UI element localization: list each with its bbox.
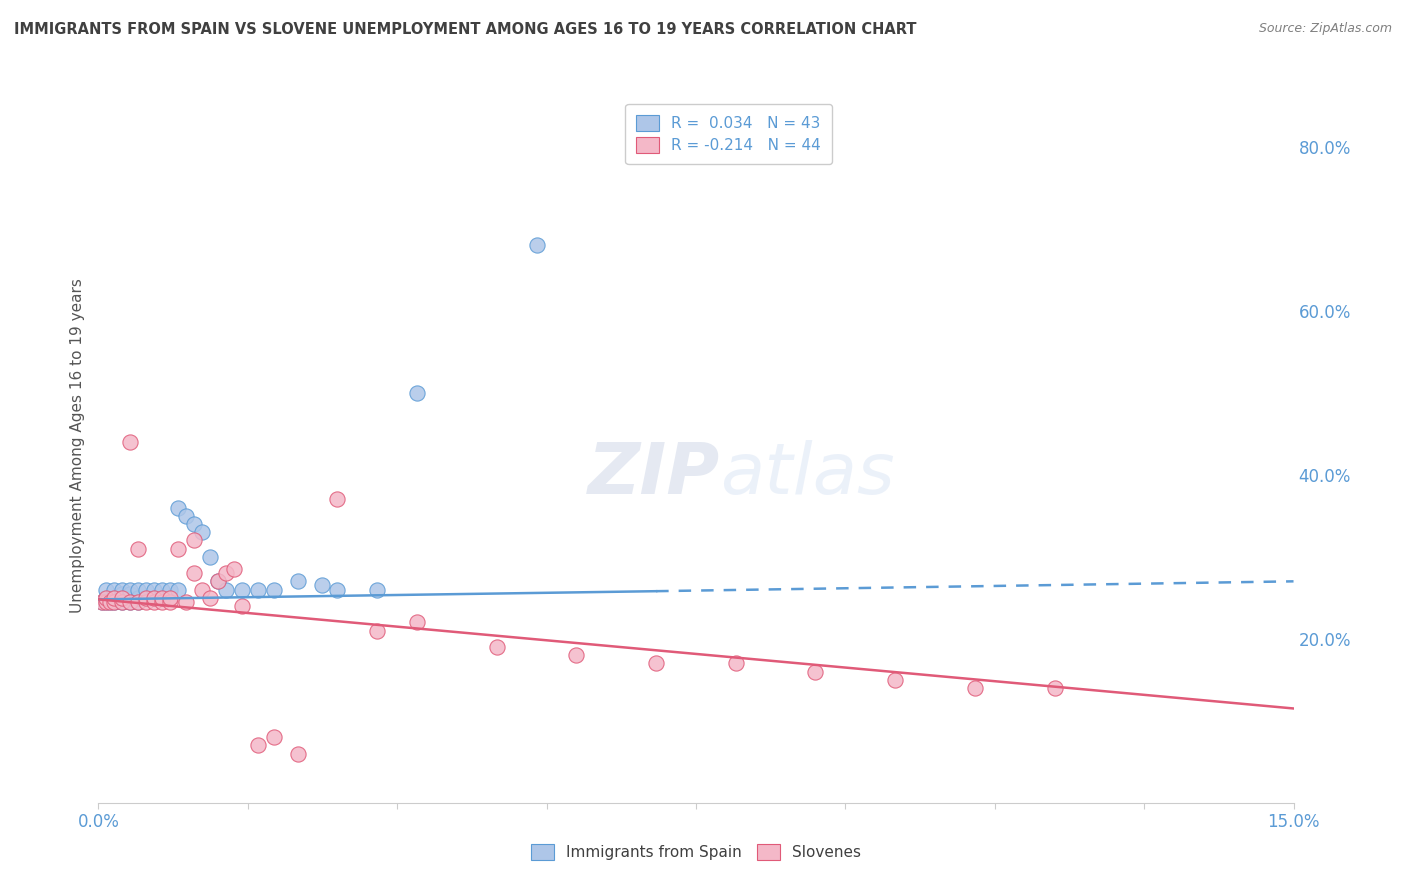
Point <box>120 587 142 601</box>
Point <box>135 582 157 597</box>
Point <box>215 582 238 597</box>
Point <box>127 595 149 609</box>
Point <box>198 549 221 564</box>
Point <box>143 582 166 597</box>
Point <box>159 595 181 609</box>
Point <box>135 595 157 609</box>
Point <box>183 516 205 531</box>
Point <box>143 591 166 605</box>
Point <box>222 562 245 576</box>
Point <box>191 525 214 540</box>
Point <box>645 657 668 671</box>
Point <box>100 595 122 609</box>
Point <box>150 595 173 609</box>
Point <box>724 657 747 671</box>
Point <box>96 591 118 605</box>
Point <box>111 591 134 605</box>
Point <box>406 385 429 400</box>
Text: ZIP: ZIP <box>588 440 720 509</box>
Point <box>103 595 125 609</box>
Point <box>143 591 166 605</box>
Point <box>406 615 429 630</box>
Point <box>150 591 173 605</box>
Point <box>263 730 285 744</box>
Point <box>111 591 134 605</box>
Point <box>159 591 181 605</box>
Point <box>159 582 181 597</box>
Point <box>120 434 142 449</box>
Point <box>103 582 125 597</box>
Point <box>91 595 114 609</box>
Point <box>135 591 157 605</box>
Point <box>1043 681 1066 695</box>
Point <box>127 541 149 556</box>
Point <box>191 582 214 597</box>
Point <box>135 591 157 605</box>
Point <box>103 591 125 605</box>
Point <box>111 587 134 601</box>
Point <box>111 595 134 609</box>
Point <box>120 582 142 597</box>
Point <box>326 582 349 597</box>
Point <box>198 591 221 605</box>
Point <box>207 574 229 589</box>
Point <box>111 595 134 609</box>
Point <box>167 541 190 556</box>
Point <box>167 500 190 515</box>
Point <box>884 673 907 687</box>
Point <box>150 582 173 597</box>
Point <box>311 578 333 592</box>
Point <box>246 739 269 753</box>
Point <box>485 640 508 654</box>
Point <box>263 582 285 597</box>
Point <box>96 595 118 609</box>
Point <box>231 599 253 613</box>
Point <box>183 533 205 548</box>
Text: atlas: atlas <box>720 440 894 509</box>
Point <box>103 591 125 605</box>
Point <box>96 582 118 597</box>
Point <box>565 648 588 662</box>
Point <box>287 747 309 761</box>
Point <box>231 582 253 597</box>
Point <box>96 595 118 609</box>
Point <box>167 582 190 597</box>
Point <box>120 595 142 609</box>
Point <box>207 574 229 589</box>
Point <box>215 566 238 581</box>
Point <box>150 591 173 605</box>
Point <box>366 624 388 638</box>
Point <box>143 595 166 609</box>
Point <box>111 582 134 597</box>
Y-axis label: Unemployment Among Ages 16 to 19 years: Unemployment Among Ages 16 to 19 years <box>69 278 84 614</box>
Text: IMMIGRANTS FROM SPAIN VS SLOVENE UNEMPLOYMENT AMONG AGES 16 TO 19 YEARS CORRELAT: IMMIGRANTS FROM SPAIN VS SLOVENE UNEMPLO… <box>14 22 917 37</box>
Point <box>120 591 142 605</box>
Point <box>103 595 125 609</box>
Point <box>326 492 349 507</box>
Point <box>246 582 269 597</box>
Point <box>963 681 986 695</box>
Text: Source: ZipAtlas.com: Source: ZipAtlas.com <box>1258 22 1392 36</box>
Point <box>127 595 149 609</box>
Point <box>287 574 309 589</box>
Point <box>174 508 197 523</box>
Point <box>100 595 122 609</box>
Point <box>127 582 149 597</box>
Point <box>96 591 118 605</box>
Legend: Immigrants from Spain, Slovenes: Immigrants from Spain, Slovenes <box>524 838 868 866</box>
Point <box>120 595 142 609</box>
Point <box>804 665 827 679</box>
Point <box>526 238 548 252</box>
Point <box>174 595 197 609</box>
Point <box>91 595 114 609</box>
Point <box>127 591 149 605</box>
Point <box>183 566 205 581</box>
Point <box>366 582 388 597</box>
